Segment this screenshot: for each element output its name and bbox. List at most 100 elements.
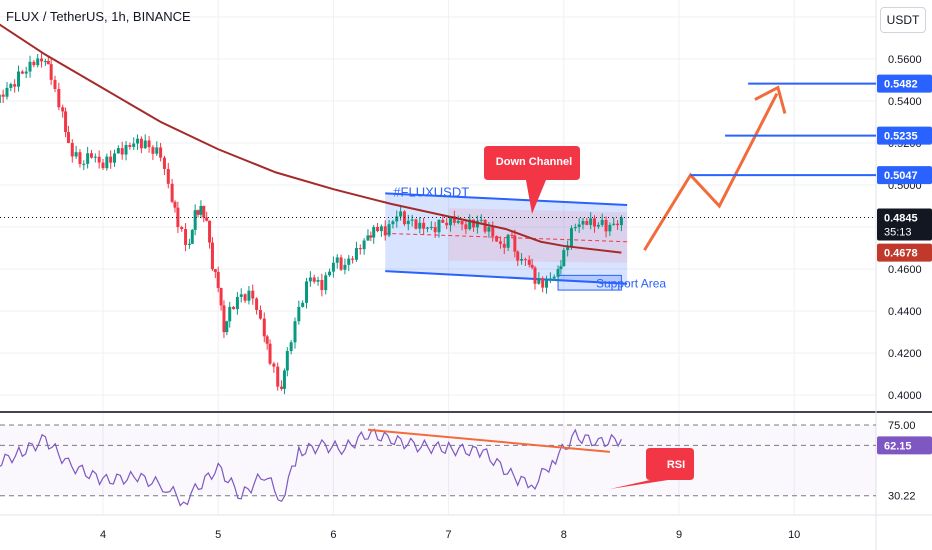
candle-body [208, 220, 212, 243]
candle-body [569, 228, 573, 247]
price-tag-countdown: 35:13 [884, 227, 912, 239]
candle-body [216, 271, 220, 288]
candle-body [324, 275, 328, 291]
price-tick-label: 0.5400 [888, 96, 922, 108]
candle-body [143, 140, 147, 149]
candle-body [213, 269, 217, 272]
candle-body [147, 140, 151, 148]
candle-body [410, 219, 414, 221]
candle-body [136, 138, 140, 144]
candle-body [132, 143, 136, 147]
time-tick-label: 4 [100, 529, 106, 541]
candle-body [320, 280, 324, 291]
candle-body [46, 60, 50, 65]
support-area-label: Support Area [596, 277, 666, 291]
candle-body [155, 147, 159, 154]
candle-body [600, 219, 604, 225]
candle-body [0, 94, 1, 103]
candle-body [425, 227, 429, 229]
candle-body [573, 227, 577, 229]
candle-body [170, 183, 174, 202]
candle-body [498, 241, 502, 244]
rsi-trendline [367, 428, 610, 453]
candle-body [61, 107, 65, 112]
candle-body [502, 243, 506, 248]
channel-upper-line [385, 192, 628, 206]
candle-body [193, 210, 197, 230]
candle-body [24, 71, 28, 74]
candle-body [339, 257, 343, 270]
time-tick-label: 9 [676, 529, 682, 541]
price-tick-label: 0.5600 [888, 54, 922, 66]
candle-body [487, 227, 491, 232]
candle-body [289, 342, 293, 352]
candle-body [265, 336, 269, 344]
symbol-label: #FLUXUSDT [393, 184, 469, 199]
candle-body [379, 226, 383, 232]
candle-body [604, 219, 608, 232]
candle-body [70, 142, 74, 157]
time-tick-label: 5 [215, 529, 221, 541]
candle-body [190, 229, 194, 244]
candle-body [32, 61, 36, 66]
candle-body [9, 84, 13, 88]
candle-body [124, 145, 128, 155]
candle-body [552, 276, 556, 279]
candle-body [166, 168, 170, 184]
moving-average-line [0, 23, 622, 254]
candle-body [222, 305, 226, 333]
rsi-callout-label: RSI [667, 459, 685, 471]
candle-body [78, 152, 82, 164]
price-tag-value: 0.5047 [884, 170, 918, 182]
candle-body [120, 148, 124, 155]
candle-body [113, 153, 117, 163]
candle-body [530, 264, 534, 268]
candle-body [316, 280, 320, 282]
candle-body [97, 156, 101, 163]
candle-body [151, 147, 155, 154]
time-tick-label: 8 [561, 529, 567, 541]
candle-body [74, 152, 78, 157]
currency-button[interactable]: USDT [880, 7, 926, 33]
candle-body [441, 219, 445, 223]
candle-body [202, 206, 206, 218]
candle-body [433, 227, 437, 233]
candle-body [369, 235, 373, 238]
candle-body [366, 235, 370, 241]
candle-body [456, 220, 460, 223]
candle-body [43, 60, 47, 62]
candle-body [556, 269, 560, 277]
candle-body [545, 279, 549, 288]
candle-body [566, 246, 570, 251]
candle-body [559, 266, 563, 270]
candle-body [343, 264, 347, 270]
candle-body [510, 234, 514, 236]
channel-midline [385, 232, 628, 243]
candle-body [541, 278, 545, 288]
callout-bubble [484, 146, 580, 214]
rsi-tick-label: 75.00 [888, 420, 916, 432]
price-tag [877, 208, 932, 241]
candle-body [53, 79, 57, 90]
candle-body [483, 219, 487, 232]
candle-body [210, 242, 214, 270]
candle-body [506, 234, 510, 248]
candle-body [347, 258, 351, 265]
candle-body [616, 223, 620, 226]
candle-body [437, 219, 441, 233]
candle-body [479, 219, 483, 221]
candle-body [585, 220, 589, 225]
price-tick-label: 0.4000 [888, 390, 922, 402]
candle-body [225, 321, 229, 333]
candle-body [562, 250, 566, 267]
candle-body [239, 294, 243, 297]
rsi-value-tag [877, 436, 932, 455]
candle-body [282, 370, 286, 389]
channel-inner-fill [448, 208, 628, 263]
candle-body [491, 227, 495, 237]
candle-body [49, 64, 53, 80]
candle-body [516, 251, 520, 261]
candle-body [82, 163, 86, 165]
candle-body [523, 259, 527, 261]
